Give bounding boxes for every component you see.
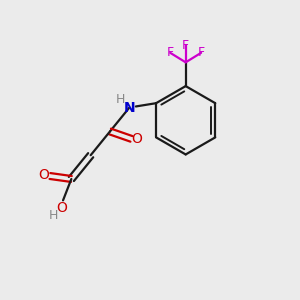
Text: O: O [56,201,67,215]
Text: O: O [38,167,49,182]
Text: F: F [198,46,205,59]
Text: N: N [124,100,135,115]
Text: H: H [49,209,58,222]
Text: F: F [182,39,189,52]
Text: F: F [167,46,174,59]
Text: O: O [131,132,142,146]
Text: H: H [116,93,125,106]
